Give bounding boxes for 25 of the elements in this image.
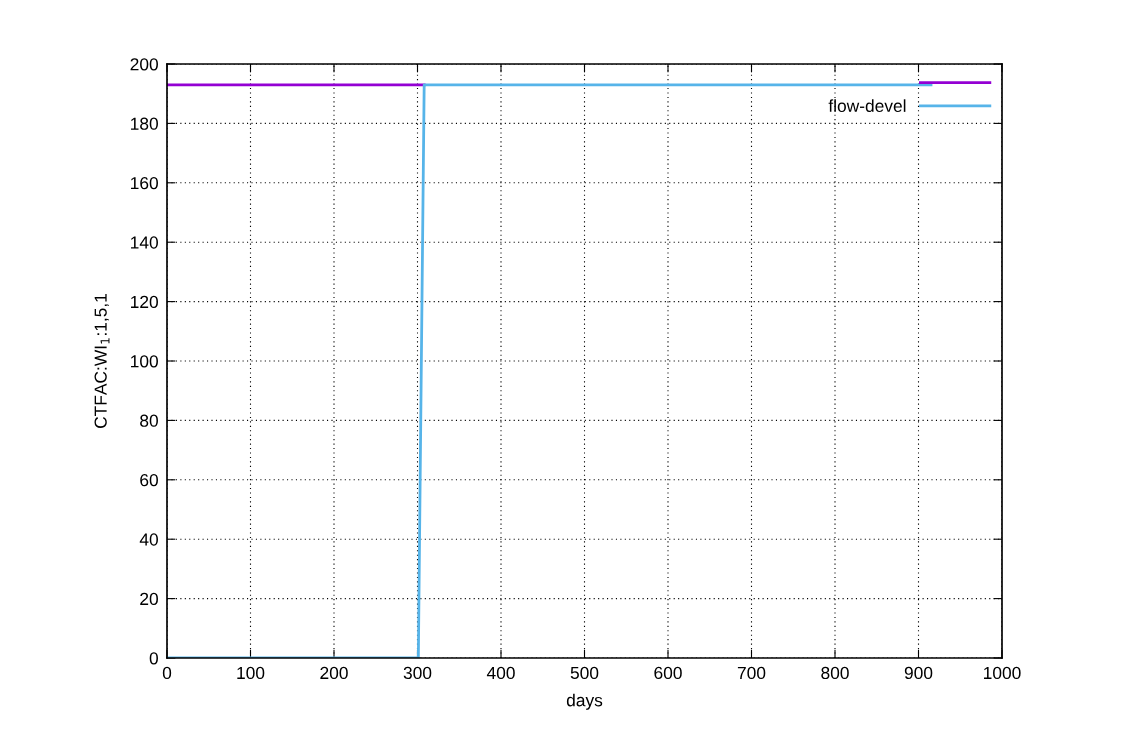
x-tick-label: 600 [654,666,682,680]
x-tick-label: 300 [403,666,432,680]
x-tick-label: 900 [904,666,933,680]
y-tick-label: 140 [131,236,158,249]
x-tick-label: 700 [737,666,766,680]
y-tick-label: 200 [130,58,158,71]
x-axis-title: days [566,693,603,710]
x-tick-label: 500 [570,666,599,680]
y-tick-label: 100 [131,355,158,368]
y-tick-label: 160 [131,176,158,190]
y-tick-label: 120 [131,295,158,309]
x-tick-label: 0 [162,666,172,680]
y-tick-label: 180 [131,117,158,130]
y-tick-label: 60 [140,473,158,487]
x-tick-label: 400 [486,666,515,680]
x-tick-label: 100 [237,666,265,680]
y-tick-label: 20 [140,592,158,606]
x-tick-label: 800 [821,666,849,680]
x-tick-label: 200 [320,666,348,680]
legend-label: flow-devel [828,99,906,113]
y-axis-title: CTFAC:WI$_{1}$:1,5,1 [94,294,110,428]
y-tick-label: 0 [149,652,158,665]
y-tick-label: 80 [140,414,158,427]
x-tick-label: 1000 [984,666,1021,680]
y-tick-label: 40 [139,533,158,546]
